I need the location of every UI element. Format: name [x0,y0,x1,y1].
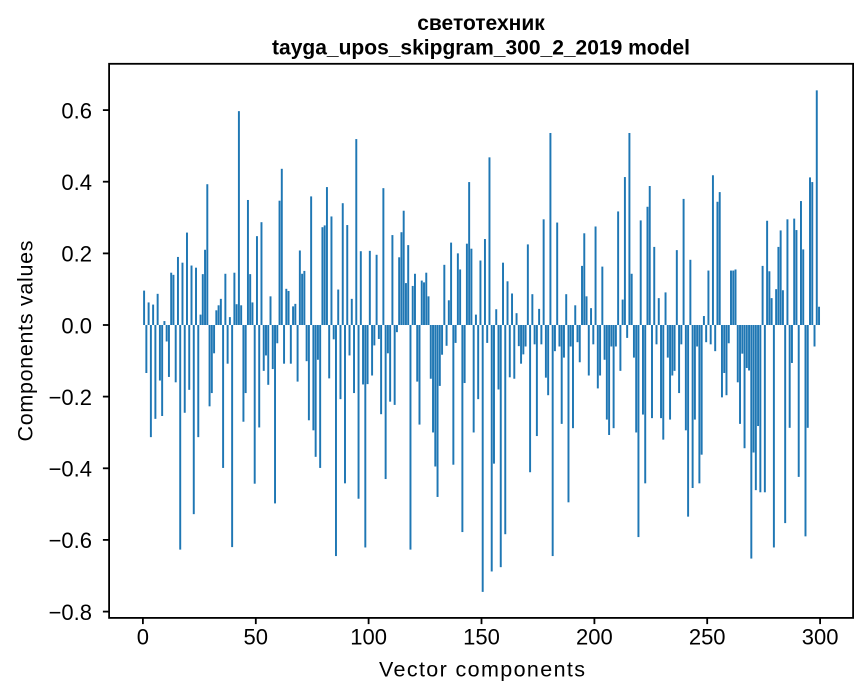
svg-text:0.2: 0.2 [61,242,92,267]
svg-text:0: 0 [137,625,149,650]
svg-text:Vector components: Vector components [379,658,585,682]
svg-text:100: 100 [350,625,387,650]
svg-text:Components values: Components values [13,241,37,442]
svg-text:250: 250 [689,625,726,650]
svg-text:0.6: 0.6 [61,98,92,123]
svg-text:150: 150 [463,625,500,650]
svg-text:−0.8: −0.8 [49,600,92,625]
svg-text:светотехник: светотехник [417,12,545,35]
svg-text:0.4: 0.4 [61,170,92,195]
svg-text:−0.2: −0.2 [49,385,92,410]
svg-text:−0.4: −0.4 [49,457,92,482]
svg-text:50: 50 [244,625,268,650]
svg-text:300: 300 [802,625,839,650]
svg-text:tayga_upos_skipgram_300_2_2019: tayga_upos_skipgram_300_2_2019 model [272,36,690,59]
svg-text:0.0: 0.0 [61,313,92,338]
svg-text:200: 200 [576,625,613,650]
svg-text:−0.6: −0.6 [49,528,92,553]
